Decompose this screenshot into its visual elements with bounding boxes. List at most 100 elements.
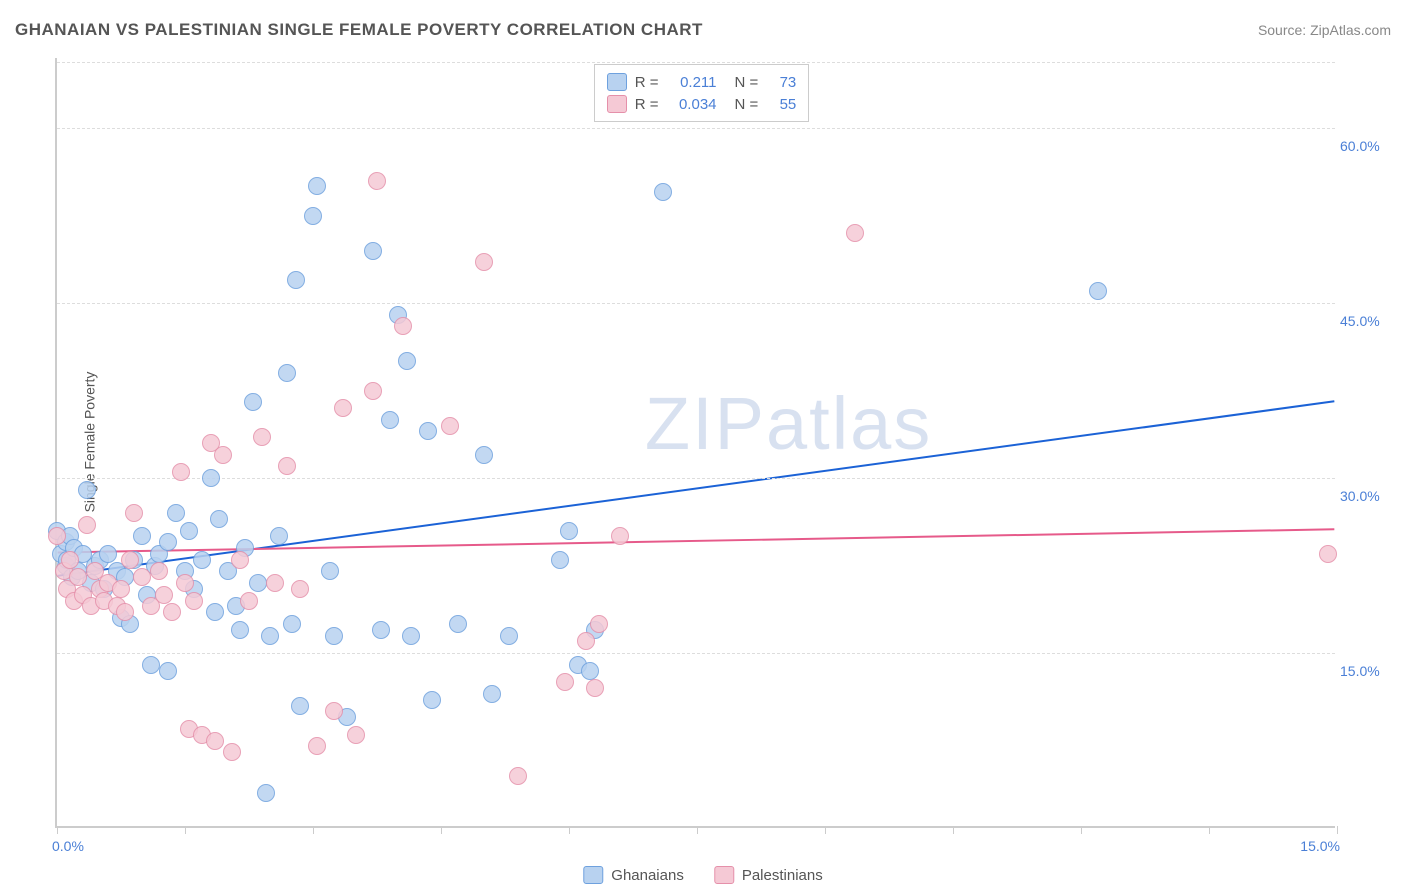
data-point <box>133 527 151 545</box>
data-point <box>364 382 382 400</box>
x-tick <box>441 826 442 834</box>
gridline <box>57 128 1335 129</box>
stats-legend: R =0.211N =73R =0.034N =55 <box>594 64 810 122</box>
data-point <box>581 662 599 680</box>
data-point <box>261 627 279 645</box>
data-point <box>176 574 194 592</box>
data-point <box>394 317 412 335</box>
chart-header: GHANAIAN VS PALESTINIAN SINGLE FEMALE PO… <box>15 20 1391 40</box>
data-point <box>334 399 352 417</box>
data-point <box>185 592 203 610</box>
data-point <box>654 183 672 201</box>
data-point <box>231 551 249 569</box>
data-point <box>283 615 301 633</box>
data-point <box>423 691 441 709</box>
source-attribution: Source: ZipAtlas.com <box>1258 22 1391 38</box>
data-point <box>121 551 139 569</box>
y-tick-label: 30.0% <box>1340 488 1390 504</box>
data-point <box>1089 282 1107 300</box>
stats-row: R =0.211N =73 <box>607 71 797 93</box>
data-point <box>611 527 629 545</box>
data-point <box>155 586 173 604</box>
x-tick <box>569 826 570 834</box>
data-point <box>560 522 578 540</box>
data-point <box>586 679 604 697</box>
data-point <box>441 417 459 435</box>
x-tick <box>1337 826 1338 834</box>
legend-item: Ghanaians <box>583 866 684 884</box>
data-point <box>304 207 322 225</box>
data-point <box>419 422 437 440</box>
watermark: ZIPatlas <box>645 381 932 466</box>
series-name: Ghanaians <box>611 867 684 884</box>
data-point <box>253 428 271 446</box>
data-point <box>278 457 296 475</box>
data-point <box>163 603 181 621</box>
data-point <box>483 685 501 703</box>
data-point <box>577 632 595 650</box>
data-point <box>61 551 79 569</box>
data-point <box>381 411 399 429</box>
series-swatch <box>607 95 627 113</box>
data-point <box>308 737 326 755</box>
stats-row: R =0.034N =55 <box>607 93 797 115</box>
n-label: N = <box>735 74 759 91</box>
y-tick-label: 15.0% <box>1340 663 1390 679</box>
data-point <box>172 463 190 481</box>
x-tick <box>697 826 698 834</box>
r-value: 0.211 <box>667 74 717 91</box>
gridline <box>57 653 1335 654</box>
data-point <box>372 621 390 639</box>
series-name: Palestinians <box>742 867 823 884</box>
data-point <box>48 527 66 545</box>
gridline <box>57 303 1335 304</box>
x-tick <box>313 826 314 834</box>
data-point <box>266 574 284 592</box>
data-point <box>500 627 518 645</box>
data-point <box>210 510 228 528</box>
data-point <box>244 393 262 411</box>
data-point <box>556 673 574 691</box>
trend-lines <box>57 58 1335 826</box>
data-point <box>398 352 416 370</box>
r-value: 0.034 <box>667 96 717 113</box>
data-point <box>78 516 96 534</box>
data-point <box>368 172 386 190</box>
x-tick <box>185 826 186 834</box>
data-point <box>214 446 232 464</box>
data-point <box>159 662 177 680</box>
y-tick-label: 60.0% <box>1340 138 1390 154</box>
data-point <box>291 697 309 715</box>
x-max-label: 15.0% <box>1300 838 1340 854</box>
data-point <box>180 522 198 540</box>
chart-title: GHANAIAN VS PALESTINIAN SINGLE FEMALE PO… <box>15 20 703 40</box>
x-tick <box>1081 826 1082 834</box>
x-min-label: 0.0% <box>52 838 84 854</box>
data-point <box>223 743 241 761</box>
data-point <box>159 533 177 551</box>
legend-item: Palestinians <box>714 866 823 884</box>
data-point <box>206 603 224 621</box>
data-point <box>551 551 569 569</box>
gridline <box>57 62 1335 63</box>
data-point <box>278 364 296 382</box>
data-point <box>475 446 493 464</box>
series-swatch <box>607 73 627 91</box>
data-point <box>206 732 224 750</box>
data-point <box>231 621 249 639</box>
data-point <box>1319 545 1337 563</box>
data-point <box>321 562 339 580</box>
data-point <box>402 627 420 645</box>
data-point <box>142 656 160 674</box>
data-point <box>270 527 288 545</box>
x-tick <box>825 826 826 834</box>
data-point <box>99 545 117 563</box>
data-point <box>112 580 130 598</box>
data-point <box>78 481 96 499</box>
data-point <box>125 504 143 522</box>
data-point <box>325 702 343 720</box>
data-point <box>475 253 493 271</box>
data-point <box>291 580 309 598</box>
x-tick <box>953 826 954 834</box>
r-label: R = <box>635 96 659 113</box>
